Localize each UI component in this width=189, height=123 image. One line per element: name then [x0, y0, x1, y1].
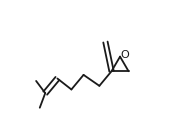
Text: O: O: [121, 50, 129, 60]
